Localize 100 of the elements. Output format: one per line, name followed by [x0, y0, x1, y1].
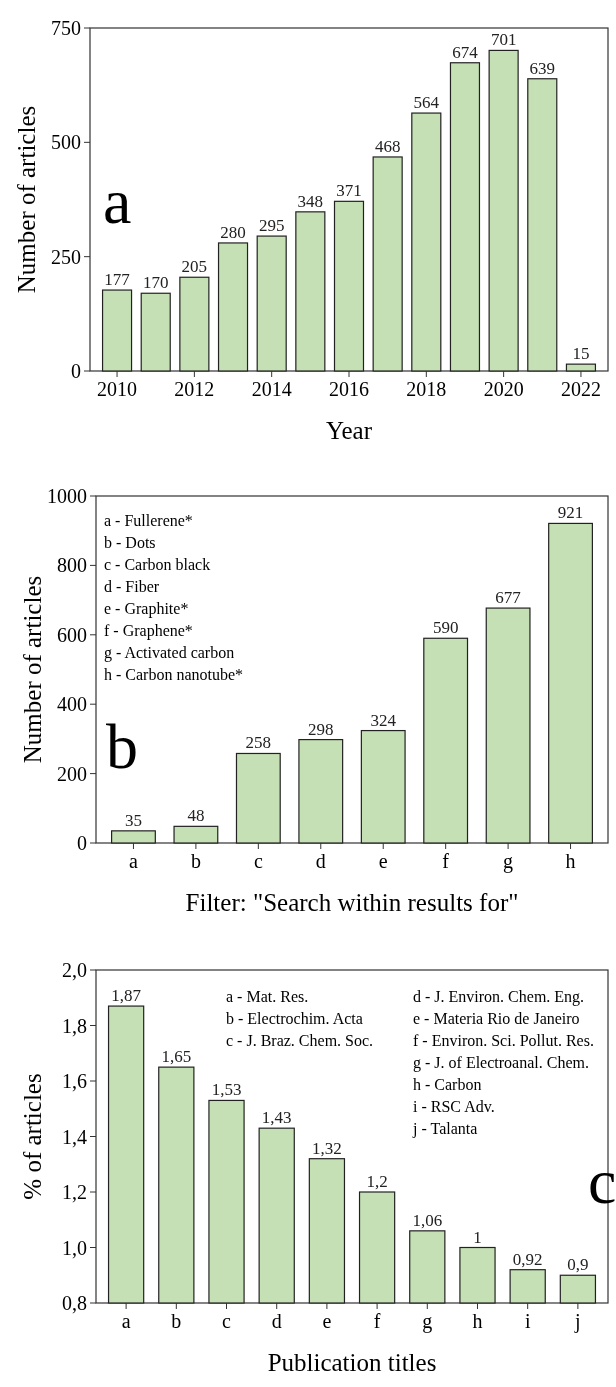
bar [140, 292, 171, 372]
y-tick-label: 0 [71, 360, 81, 382]
y-tick-label: 200 [57, 762, 87, 785]
y-tick-label: 1,0 [62, 1236, 87, 1259]
data-label: 205 [181, 257, 208, 277]
bar [101, 289, 133, 372]
bar [411, 112, 442, 372]
bar [488, 49, 519, 372]
y-axis-title: Number of articles [13, 105, 40, 294]
y-tick-label: 1000 [47, 485, 87, 507]
y-tick-label: 1,2 [62, 1181, 87, 1203]
annotation: h - Carbon [413, 1076, 482, 1093]
data-label: 170 [142, 273, 169, 293]
annotation: g - J. of Electroanal. Chem. [413, 1054, 589, 1072]
bar [372, 156, 403, 372]
x-tick-label: e [378, 850, 388, 872]
data-label: 1,2 [366, 1172, 388, 1191]
x-tick-label: 2010 [97, 378, 138, 400]
data-label: 564 [413, 93, 440, 113]
bar [295, 211, 326, 372]
x-tick-label: h [472, 1310, 483, 1332]
x-tick-label: 2016 [329, 378, 369, 400]
y-tick-label: 2,0 [62, 959, 87, 981]
x-tick-label: b [171, 1310, 182, 1332]
data-label: 258 [245, 733, 272, 753]
y-tick-label: 0,8 [62, 1292, 87, 1314]
x-tick-label: 2018 [406, 378, 447, 400]
y-tick-label: 1,8 [62, 1014, 87, 1037]
x-tick-label: g [503, 850, 514, 873]
bar [173, 825, 219, 844]
data-label: 295 [258, 216, 285, 236]
x-tick-label: a [129, 850, 139, 872]
annotation: c [588, 1146, 616, 1217]
annotation: e - Graphite* [104, 600, 189, 618]
bar [111, 830, 156, 844]
annotation: b - Dots [104, 534, 156, 551]
y-tick-label: 1,6 [62, 1070, 87, 1092]
annotation: f - Environ. Sci. Pollut. Res. [413, 1032, 594, 1049]
y-axis-title: Number of articles [19, 575, 46, 764]
x-tick-label: d [271, 1310, 282, 1332]
y-tick-label: 1,4 [62, 1125, 87, 1148]
bar [217, 242, 249, 372]
data-label: 677 [495, 588, 522, 608]
data-label: 1,06 [412, 1210, 443, 1230]
data-label: 468 [374, 136, 401, 156]
data-label: 1,65 [161, 1047, 192, 1067]
x-tick-label: i [524, 1310, 531, 1332]
annotation: c - J. Braz. Chem. Soc. [226, 1032, 374, 1049]
bar [360, 729, 406, 844]
x-axis-title: Filter: "Search within results for" [185, 889, 519, 916]
annotation: d - Fiber [104, 578, 160, 595]
annotation: h - Carbon nanotube* [104, 666, 244, 683]
data-label: 35 [124, 810, 142, 830]
x-axis-title: Publication titles [267, 1349, 437, 1376]
data-label: 1,53 [211, 1080, 242, 1100]
data-label: 701 [490, 30, 517, 50]
data-label: 298 [308, 719, 334, 739]
data-label: 1,87 [111, 986, 142, 1006]
bar [565, 363, 597, 372]
data-label: 0,92 [512, 1249, 543, 1269]
annotation: a [103, 166, 132, 237]
annotation: a - Fullerene* [104, 512, 193, 529]
bar [485, 607, 531, 844]
data-label: 1,32 [312, 1138, 342, 1158]
x-tick-label: c [222, 1310, 232, 1332]
y-axis-title: % of articles [19, 1073, 46, 1200]
x-tick-label: f [373, 1310, 381, 1332]
annotation: i - RSC Adv. [413, 1098, 495, 1115]
data-label: 674 [452, 42, 479, 62]
data-label: 15 [572, 344, 590, 364]
x-tick-label: h [565, 850, 576, 872]
bar [527, 78, 558, 372]
y-tick-label: 800 [57, 554, 87, 577]
x-tick-label: a [121, 1310, 131, 1332]
data-label: 0,9 [567, 1255, 589, 1275]
annotation: b - Electrochim. Acta [226, 1010, 363, 1027]
data-label: 371 [336, 181, 362, 201]
x-tick-label: j [574, 1310, 581, 1333]
y-tick-label: 400 [57, 693, 87, 716]
x-tick-label: 2020 [483, 378, 524, 400]
annotation: e - Materia Rio de Janeiro [413, 1010, 580, 1027]
data-label: 48 [187, 806, 205, 826]
data-label: 1,43 [261, 1108, 292, 1128]
annotation: b [106, 711, 138, 782]
bar [333, 200, 365, 372]
bar [179, 276, 210, 372]
data-label: 639 [529, 58, 556, 78]
x-tick-label: 2012 [174, 378, 215, 400]
bar [548, 522, 593, 844]
y-tick-label: 600 [57, 623, 87, 646]
bar [423, 637, 469, 844]
x-tick-label: c [253, 850, 263, 872]
y-tick-label: 0 [77, 832, 87, 854]
data-label: 348 [297, 191, 324, 211]
x-tick-label: e [322, 1310, 332, 1332]
x-tick-label: 2014 [251, 378, 292, 400]
bar [256, 235, 287, 372]
annotation: f - Graphene* [104, 622, 193, 640]
annotation: c - Carbon black [104, 556, 211, 573]
y-tick-label: 750 [51, 17, 81, 39]
